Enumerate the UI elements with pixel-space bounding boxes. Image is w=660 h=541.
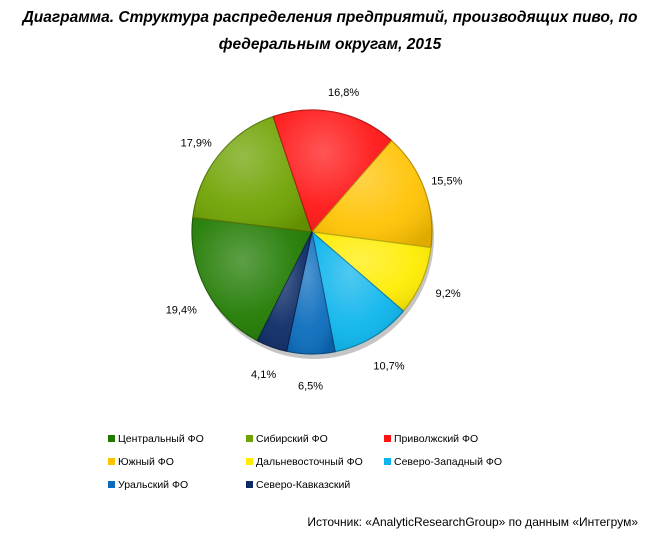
legend-swatch-4 [108, 458, 115, 465]
source-note: Источник: «AnalyticResearchGroup» по дан… [307, 515, 638, 529]
legend-item-5: Дальневосточный ФО [246, 455, 363, 469]
legend-label-8: Северо-Кавказский [256, 479, 351, 491]
legend-swatch-7 [108, 481, 115, 488]
legend-item-3: Приволжский ФО [384, 432, 478, 446]
pie-chart: 19,4% 17,9% 16,8% 15,5% 9,2% 10,7% 6,5% 4,1% [166, 87, 463, 393]
chart-title: Диаграмма. Структура распределения предп… [0, 4, 660, 58]
legend-swatch-1 [108, 435, 115, 442]
legend-swatch-5 [246, 458, 253, 465]
legend-swatch-8 [246, 481, 253, 488]
chart-title-line-2: федеральным округам, 2015 [218, 36, 442, 53]
legend-swatch-3 [384, 435, 391, 442]
legend-item-8: Северо-Кавказский [246, 478, 350, 492]
legend-item-1: Центральный ФО [108, 432, 204, 446]
pie-slice-highlight-1 [192, 217, 312, 341]
legend-label-5: Дальневосточный ФО [256, 456, 363, 468]
pie-slice-highlight-8 [257, 232, 312, 352]
pie-slice-highlight-6 [312, 232, 404, 352]
legend-label-6: Северо-Западный ФО [394, 456, 503, 468]
pie-slice-highlight-5 [312, 232, 432, 312]
pie-slice-label-6: 10,7% [373, 361, 404, 373]
legend-label-1: Центральный ФО [118, 433, 204, 445]
legend-label-7: Уральский ФО [118, 479, 189, 491]
pie-slice-label-3: 16,8% [328, 87, 359, 99]
legend-label-4: Южный ФО [118, 456, 174, 468]
pie-slice-highlight-3 [273, 110, 392, 232]
pie-slice-label-7: 6,5% [298, 381, 323, 393]
pie-slice-highlight-7 [286, 232, 336, 355]
legend-item-4: Южный ФО [108, 455, 174, 469]
pie-slice-label-1: 19,4% [166, 305, 197, 317]
pie-slice-highlight-4 [312, 140, 432, 248]
pie-slice-highlight-2 [192, 116, 312, 232]
legend-item-6: Северо-Западный ФО [384, 455, 502, 469]
legend-item-2: Сибирский ФО [246, 432, 328, 446]
pie-slice-label-8: 4,1% [251, 369, 276, 381]
legend-swatch-6 [384, 458, 391, 465]
legend-label-2: Сибирский ФО [256, 433, 328, 445]
legend-label-3: Приволжский ФО [394, 433, 479, 445]
legend-swatch-2 [246, 435, 253, 442]
chart-title-line-1: Диаграмма. Структура распределения предп… [22, 9, 638, 26]
pie-slice-label-5: 9,2% [436, 288, 461, 300]
legend-item-7: Уральский ФО [108, 478, 188, 492]
pie-slice-label-2: 17,9% [181, 137, 212, 149]
pie-slice-label-4: 15,5% [431, 176, 462, 188]
